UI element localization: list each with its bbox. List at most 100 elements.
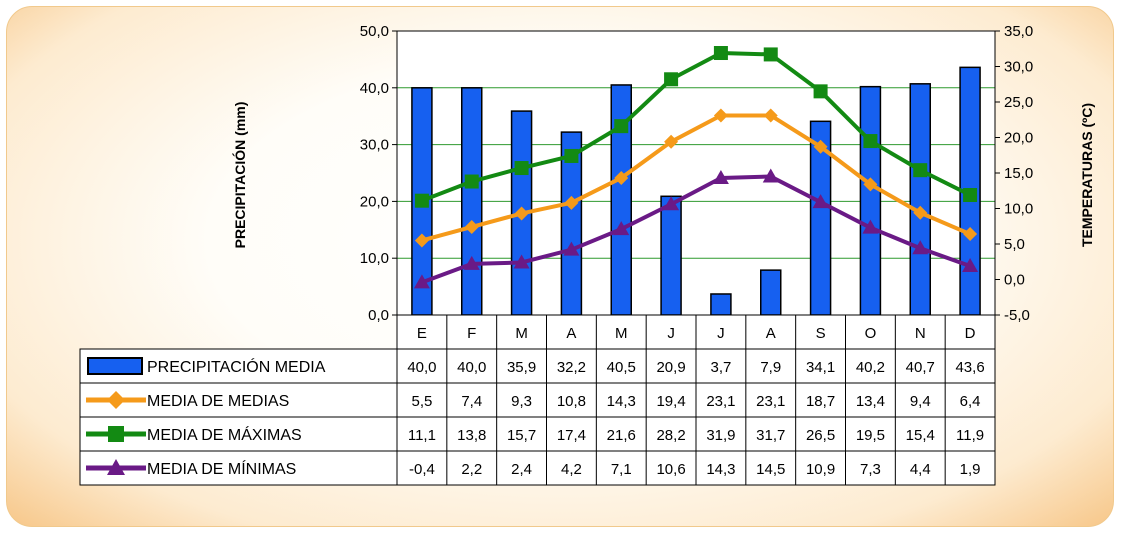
precip-bar-2: [461, 87, 483, 316]
left-axis-tick-label: 0,0: [368, 307, 389, 324]
table-value: 14,3: [607, 393, 636, 410]
table-value: 5,5: [411, 393, 432, 410]
category-label: F: [467, 325, 476, 342]
series-name: MEDIA DE MEDIAS: [147, 393, 289, 410]
table-value: 26,5: [806, 427, 835, 444]
category-label: E: [417, 325, 427, 342]
table-value: 4,4: [910, 461, 931, 478]
table-value: 40,2: [856, 359, 885, 376]
table-value: 11,1: [408, 427, 436, 444]
table-value: 40,5: [607, 359, 636, 376]
category-label: A: [566, 325, 576, 342]
table-value: 32,2: [557, 359, 586, 376]
diamond-marker: [913, 205, 928, 220]
table-value: 40,7: [906, 359, 935, 376]
table-value: 10,9: [806, 461, 835, 478]
right-axis-tick-label: 20,0: [1004, 130, 1033, 147]
table-value: 15,7: [507, 427, 536, 444]
plot-area: [397, 31, 995, 315]
table-value: 2,4: [511, 461, 532, 478]
left-axis-tick-label: 20,0: [360, 193, 389, 210]
table-value: 21,6: [607, 427, 636, 444]
table-value: 2,2: [461, 461, 482, 478]
triangle-marker: [762, 168, 779, 183]
table-value: 14,5: [756, 461, 785, 478]
table-value: 40,0: [407, 359, 436, 376]
precip-bar-10: [859, 85, 882, 316]
table-value: 20,9: [656, 359, 685, 376]
series-name: PRECIPITACIÓN MEDIA: [147, 357, 326, 376]
precip-bar-8: [760, 269, 782, 316]
diamond-marker: [863, 177, 878, 192]
table-value: 13,8: [457, 427, 486, 444]
table-value: 1,9: [960, 461, 981, 478]
square-marker: [664, 72, 679, 87]
left-axis-tick-label: 30,0: [360, 137, 389, 154]
table-value: 9,4: [910, 393, 931, 410]
table-value: 28,2: [656, 427, 685, 444]
table-value: 23,1: [756, 393, 785, 410]
diamond-marker: [564, 195, 579, 210]
right-axis-tick-label: -5,0: [1004, 307, 1030, 324]
table-value: 10,6: [656, 461, 685, 478]
table-value: 6,4: [960, 393, 981, 410]
table-value: 18,7: [806, 393, 835, 410]
legend-square-icon: [108, 426, 124, 442]
square-marker: [564, 148, 579, 163]
square-marker: [414, 193, 429, 208]
right-axis-tick-label: 10,0: [1004, 201, 1033, 218]
table-value: 34,1: [806, 359, 835, 376]
triangle-marker: [812, 194, 829, 209]
legend-triangle-icon: [107, 459, 125, 475]
diamond-marker: [763, 108, 778, 123]
square-marker: [464, 174, 479, 189]
table-value: 7,9: [760, 359, 781, 376]
right-axis-tick-label: 25,0: [1004, 94, 1033, 111]
category-label: A: [766, 325, 776, 342]
triangle-marker: [463, 255, 480, 270]
triangle-marker: [912, 240, 929, 255]
series-line-square: [421, 51, 971, 203]
diamond-marker: [464, 219, 479, 234]
category-label: J: [667, 325, 675, 342]
right-axis-title: TEMPERATURAS (ºC): [1079, 103, 1095, 247]
triangle-marker: [862, 219, 879, 234]
series-name: MEDIA DE MÍNIMAS: [147, 459, 296, 478]
table-value: -0,4: [409, 461, 435, 478]
triangle-marker: [962, 258, 979, 273]
left-axis-tick-label: 40,0: [360, 80, 389, 97]
precip-bar-6: [660, 195, 682, 316]
table-value: 17,4: [557, 427, 586, 444]
table-value: 7,3: [860, 461, 881, 478]
diamond-marker: [614, 170, 629, 185]
table-value: 11,9: [956, 427, 984, 444]
category-label: M: [615, 325, 628, 342]
table-value: 10,8: [557, 393, 586, 410]
triangle-marker: [563, 241, 580, 256]
right-axis-tick-label: 15,0: [1004, 165, 1033, 182]
square-marker: [963, 188, 978, 203]
square-marker: [763, 47, 778, 62]
category-label: J: [717, 325, 725, 342]
legend-diamond-icon: [107, 391, 125, 409]
category-label: N: [915, 325, 926, 342]
triangle-marker: [712, 169, 729, 184]
precip-bar-7: [710, 293, 732, 316]
square-marker: [514, 161, 529, 176]
square-marker: [614, 119, 629, 134]
triangle-marker: [613, 221, 630, 236]
square-marker: [813, 84, 828, 99]
table-value: 7,1: [611, 461, 632, 478]
table-value: 15,4: [906, 427, 935, 444]
series-line-diamond: [421, 113, 971, 243]
legend-key-bar: [87, 357, 143, 375]
table-value: 3,7: [710, 359, 731, 376]
category-label: D: [965, 325, 976, 342]
table-value: 40,0: [457, 359, 486, 376]
triangle-marker: [663, 196, 680, 211]
table-value: 14,3: [706, 461, 735, 478]
diamond-marker: [813, 139, 828, 154]
table-value: 31,9: [706, 427, 735, 444]
diamond-marker: [713, 108, 728, 123]
series-name: MEDIA DE MÁXIMAS: [147, 425, 302, 444]
